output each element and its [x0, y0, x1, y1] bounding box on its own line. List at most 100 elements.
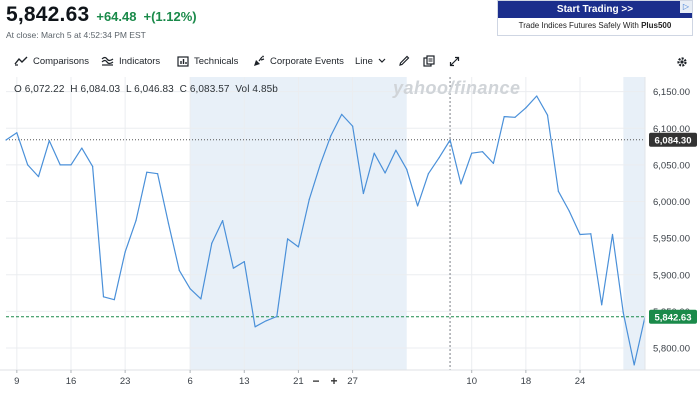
- current-price: 5,842.63: [6, 3, 90, 26]
- data-point-39: [427, 173, 429, 175]
- data-point-18: [200, 298, 202, 300]
- comparisons-button[interactable]: Comparisons: [14, 50, 89, 72]
- data-point-0: [5, 139, 7, 141]
- data-point-28: [308, 198, 310, 200]
- current-price-label: 5,842.63: [655, 312, 692, 323]
- shaded-period-1: [623, 77, 645, 370]
- data-point-36: [395, 149, 397, 151]
- data-point-27: [297, 246, 300, 248]
- data-point-58: [633, 364, 635, 366]
- data-point-6: [70, 164, 72, 166]
- data-point-9: [102, 296, 105, 298]
- ad-brand: Plus500: [641, 21, 672, 30]
- data-point-14: [157, 173, 159, 175]
- data-point-8: [92, 165, 94, 167]
- data-point-43: [471, 152, 473, 154]
- data-point-25: [276, 315, 278, 318]
- zoom-in-button[interactable]: +: [330, 374, 338, 388]
- technicals-button[interactable]: Technicals: [177, 50, 238, 72]
- data-point-7: [81, 147, 83, 149]
- data-point-15: [167, 222, 170, 225]
- prev-close-tag: [649, 132, 697, 147]
- x-tick-label-5: 21: [293, 376, 304, 387]
- x-tick-label-9: 24: [575, 376, 586, 387]
- technicals-icon: [177, 55, 189, 67]
- data-point-10: [113, 299, 115, 301]
- y-tick-label-0: 6,150.00: [653, 87, 690, 98]
- indicators-button[interactable]: Indicators: [101, 50, 160, 72]
- data-point-3: [37, 176, 40, 178]
- indicators-label: Indicators: [119, 55, 161, 67]
- ad-text: Trade Indices Futures Safely With Plus50…: [498, 21, 692, 30]
- indicators-icon: [101, 56, 114, 66]
- start-trading-button[interactable]: Start Trading >>: [498, 1, 692, 18]
- data-point-44: [481, 151, 484, 153]
- draw-pencil-icon: [398, 55, 410, 67]
- data-point-20: [222, 219, 224, 222]
- compare-icon: [14, 56, 28, 66]
- data-point-23: [254, 326, 256, 328]
- zoom-controls: − +: [311, 374, 339, 388]
- x-tick-label-6: 27: [347, 376, 358, 387]
- data-point-41: [449, 139, 451, 141]
- data-point-51: [557, 190, 559, 192]
- x-tick-label-3: 6: [187, 376, 192, 387]
- data-point-24: [265, 320, 267, 322]
- ad-info-icon[interactable]: ▷: [680, 1, 692, 13]
- corporate-events-label: Corporate Events: [270, 55, 344, 67]
- data-point-32: [351, 125, 354, 127]
- draw-button[interactable]: [398, 50, 410, 72]
- data-point-17: [189, 288, 191, 290]
- data-point-21: [232, 267, 235, 269]
- x-tick-label-0: 9: [14, 376, 19, 387]
- y-tick-label-4: 5,950.00: [653, 234, 690, 245]
- ad-text-prefix: Trade Indices Futures Safely With: [518, 21, 642, 30]
- chart-type-select[interactable]: Line: [355, 50, 386, 72]
- data-point-45: [492, 162, 494, 165]
- volume-value: Vol 4.85b: [235, 84, 278, 95]
- zoom-out-button[interactable]: −: [312, 374, 320, 388]
- high-value: H 6,084.03: [70, 84, 121, 95]
- ad-banner[interactable]: Start Trading >> Trade Indices Futures S…: [497, 0, 693, 36]
- quote-header: 5,842.63 +64.48 +(1.12%) At close: March…: [6, 3, 197, 40]
- data-point-34: [373, 152, 375, 154]
- x-tick-label-4: 13: [239, 376, 250, 387]
- data-point-2: [27, 164, 29, 166]
- data-point-22: [243, 260, 245, 263]
- y-tick-label-1: 6,100.00: [653, 124, 690, 135]
- x-tick-label-1: 16: [66, 376, 77, 387]
- chevron-down-icon: [378, 58, 386, 64]
- copy-button[interactable]: [423, 50, 435, 72]
- yahoo-finance-watermark: yahoo/finance: [393, 78, 521, 98]
- data-point-12: [135, 219, 137, 222]
- settings-button[interactable]: [676, 55, 688, 73]
- data-point-1: [16, 132, 18, 134]
- data-point-52: [568, 210, 570, 212]
- data-point-54: [590, 233, 592, 235]
- data-point-16: [178, 269, 180, 271]
- data-point-48: [525, 107, 527, 109]
- close-timestamp: At close: March 5 at 4:52:34 PM EST: [6, 30, 146, 40]
- data-point-19: [211, 242, 213, 244]
- prev-close-label: 6,084.30: [655, 135, 692, 146]
- technicals-label: Technicals: [194, 55, 239, 67]
- x-tick-label-2: 23: [120, 376, 131, 387]
- data-point-53: [579, 233, 581, 236]
- y-tick-label-7: 5,800.00: [653, 344, 690, 355]
- data-point-42: [460, 183, 462, 185]
- ohlc-readout: O 6,072.22 H 6,084.03 L 6,046.83 C 6,083…: [14, 84, 278, 95]
- data-point-4: [48, 140, 50, 142]
- data-point-55: [601, 304, 603, 306]
- y-tick-label-5: 5,900.00: [653, 270, 690, 281]
- data-point-11: [124, 251, 126, 253]
- price-change-percent: +(1.12%): [143, 9, 197, 24]
- y-tick-label-3: 6,000.00: [653, 197, 690, 208]
- x-tick-label-8: 18: [521, 376, 532, 387]
- corporate-events-button[interactable]: Corporate Events: [253, 50, 344, 72]
- expand-button[interactable]: [449, 50, 460, 72]
- data-point-31: [341, 113, 343, 115]
- data-point-30: [330, 135, 332, 137]
- price-chart[interactable]: 6,150.00 6,100.00 6,050.00 6,000.00 5,950.00…: [0, 75, 700, 410]
- corporate-events-icon: [253, 55, 265, 67]
- current-price-tag: [649, 309, 697, 324]
